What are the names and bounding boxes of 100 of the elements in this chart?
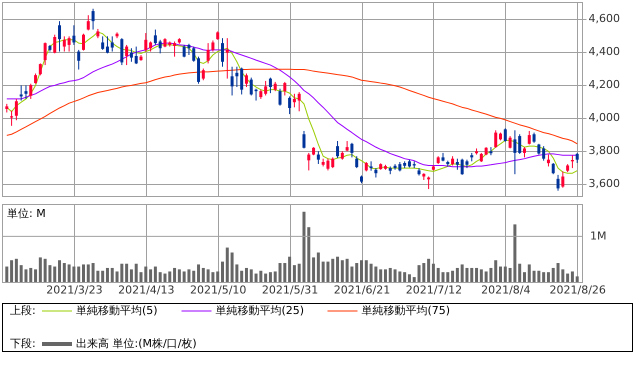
- legend-title: 下段:: [10, 337, 36, 350]
- candlestick: [532, 132, 536, 144]
- candlestick: [504, 128, 507, 142]
- candlestick: [528, 130, 531, 145]
- legend-title: 上段:: [10, 304, 36, 317]
- candlestick: [283, 81, 286, 96]
- bar: [140, 272, 143, 282]
- candlestick: [101, 36, 104, 50]
- y-tick-label: 4,600: [588, 12, 620, 26]
- x-tick-label: 2021/7/12: [406, 284, 462, 296]
- candlestick: [220, 38, 224, 68]
- candlestick: [451, 156, 454, 166]
- bar: [278, 263, 282, 282]
- y-tick-label: 4,200: [588, 78, 620, 92]
- candlestick: [44, 42, 47, 66]
- candlestick: [364, 161, 368, 172]
- candlestick: [244, 72, 248, 88]
- x-tick-label: 2021/8/4: [481, 284, 531, 296]
- candlestick: [576, 152, 579, 164]
- candlestick: [72, 24, 76, 46]
- candlestick: [278, 88, 282, 106]
- candlestick: [546, 154, 550, 167]
- candlestick: [522, 146, 526, 158]
- legend-label: 出来高 単位:(M株/口/枚): [76, 337, 197, 350]
- bar: [244, 268, 248, 282]
- y-tick-label: 4,000: [588, 111, 620, 124]
- x-tick-label: 2021/3/23: [46, 284, 103, 296]
- candlestick: [355, 156, 358, 169]
- bar: [58, 260, 62, 282]
- bar: [24, 269, 28, 282]
- bar: [82, 264, 85, 282]
- candlestick: [336, 140, 340, 159]
- candlestick: [508, 136, 512, 149]
- bar: [522, 272, 526, 282]
- y-tick-label: 3,600: [588, 177, 620, 190]
- candlestick: [38, 62, 42, 76]
- candlestick: [58, 20, 62, 52]
- bar: [441, 272, 444, 282]
- bar: [163, 274, 166, 282]
- candlestick: [346, 140, 349, 152]
- legend-label: 単純移動平均(75): [362, 304, 450, 317]
- candlestick: [192, 46, 196, 62]
- candlestick: [570, 155, 574, 169]
- legend-label: 単純移動平均(5): [76, 304, 158, 317]
- candlestick: [187, 43, 190, 56]
- candlestick: [211, 40, 214, 52]
- x-tick-label: 2021/5/10: [190, 284, 246, 296]
- bar: [197, 264, 200, 282]
- candlestick: [77, 49, 80, 70]
- candlestick: [316, 150, 320, 164]
- candlestick: [274, 81, 277, 92]
- legend-label: 単純移動平均(25): [216, 304, 304, 317]
- candlestick: [561, 170, 564, 188]
- candlestick: [125, 44, 128, 66]
- candlestick: [350, 142, 354, 158]
- bar: [116, 271, 119, 282]
- candlestick: [288, 96, 292, 115]
- candlestick: [230, 66, 234, 96]
- x-tick-label: 2021/5/31: [262, 284, 318, 296]
- candlestick: [29, 83, 32, 100]
- candlestick: [370, 160, 373, 172]
- bar: [418, 265, 421, 282]
- candlestick: [197, 56, 200, 84]
- x-tick-label: 2021/4/13: [118, 284, 175, 296]
- candlestick: [374, 168, 378, 178]
- candlestick: [494, 130, 498, 148]
- candlestick: [556, 174, 560, 192]
- y-tick-label: 4,400: [588, 45, 620, 58]
- bar: [220, 262, 224, 282]
- bar: [302, 212, 306, 282]
- candlestick: [34, 72, 38, 84]
- candlestick: [268, 77, 272, 94]
- candlestick: [163, 38, 166, 48]
- bar: [360, 260, 364, 282]
- bar: [384, 269, 387, 282]
- y-tick-label: 3,800: [588, 144, 620, 158]
- x-tick-label: 2021/8/26: [550, 284, 606, 296]
- ref-line-label: 1M: [590, 229, 606, 242]
- candlestick: [307, 152, 310, 171]
- candlestick: [302, 130, 306, 149]
- candlestick: [96, 28, 100, 39]
- candlestick: [20, 84, 23, 102]
- candlestick: [82, 33, 85, 52]
- bar: [556, 263, 560, 282]
- bar: [336, 256, 340, 282]
- candlestick: [120, 38, 124, 66]
- candlestick: [206, 42, 210, 64]
- candlestick: [182, 44, 186, 58]
- candlestick: [53, 34, 56, 54]
- candlestick: [552, 162, 555, 175]
- candlestick: [14, 98, 18, 121]
- candlestick: [92, 8, 95, 30]
- x-tick-label: 2021/6/21: [334, 284, 390, 296]
- candlestick: [202, 68, 205, 81]
- candlestick: [86, 14, 90, 31]
- bar: [499, 266, 502, 282]
- candlestick: [24, 84, 28, 100]
- y-axis-title: 単位: M: [7, 207, 46, 220]
- bar: [465, 268, 468, 282]
- candlestick: [427, 176, 430, 190]
